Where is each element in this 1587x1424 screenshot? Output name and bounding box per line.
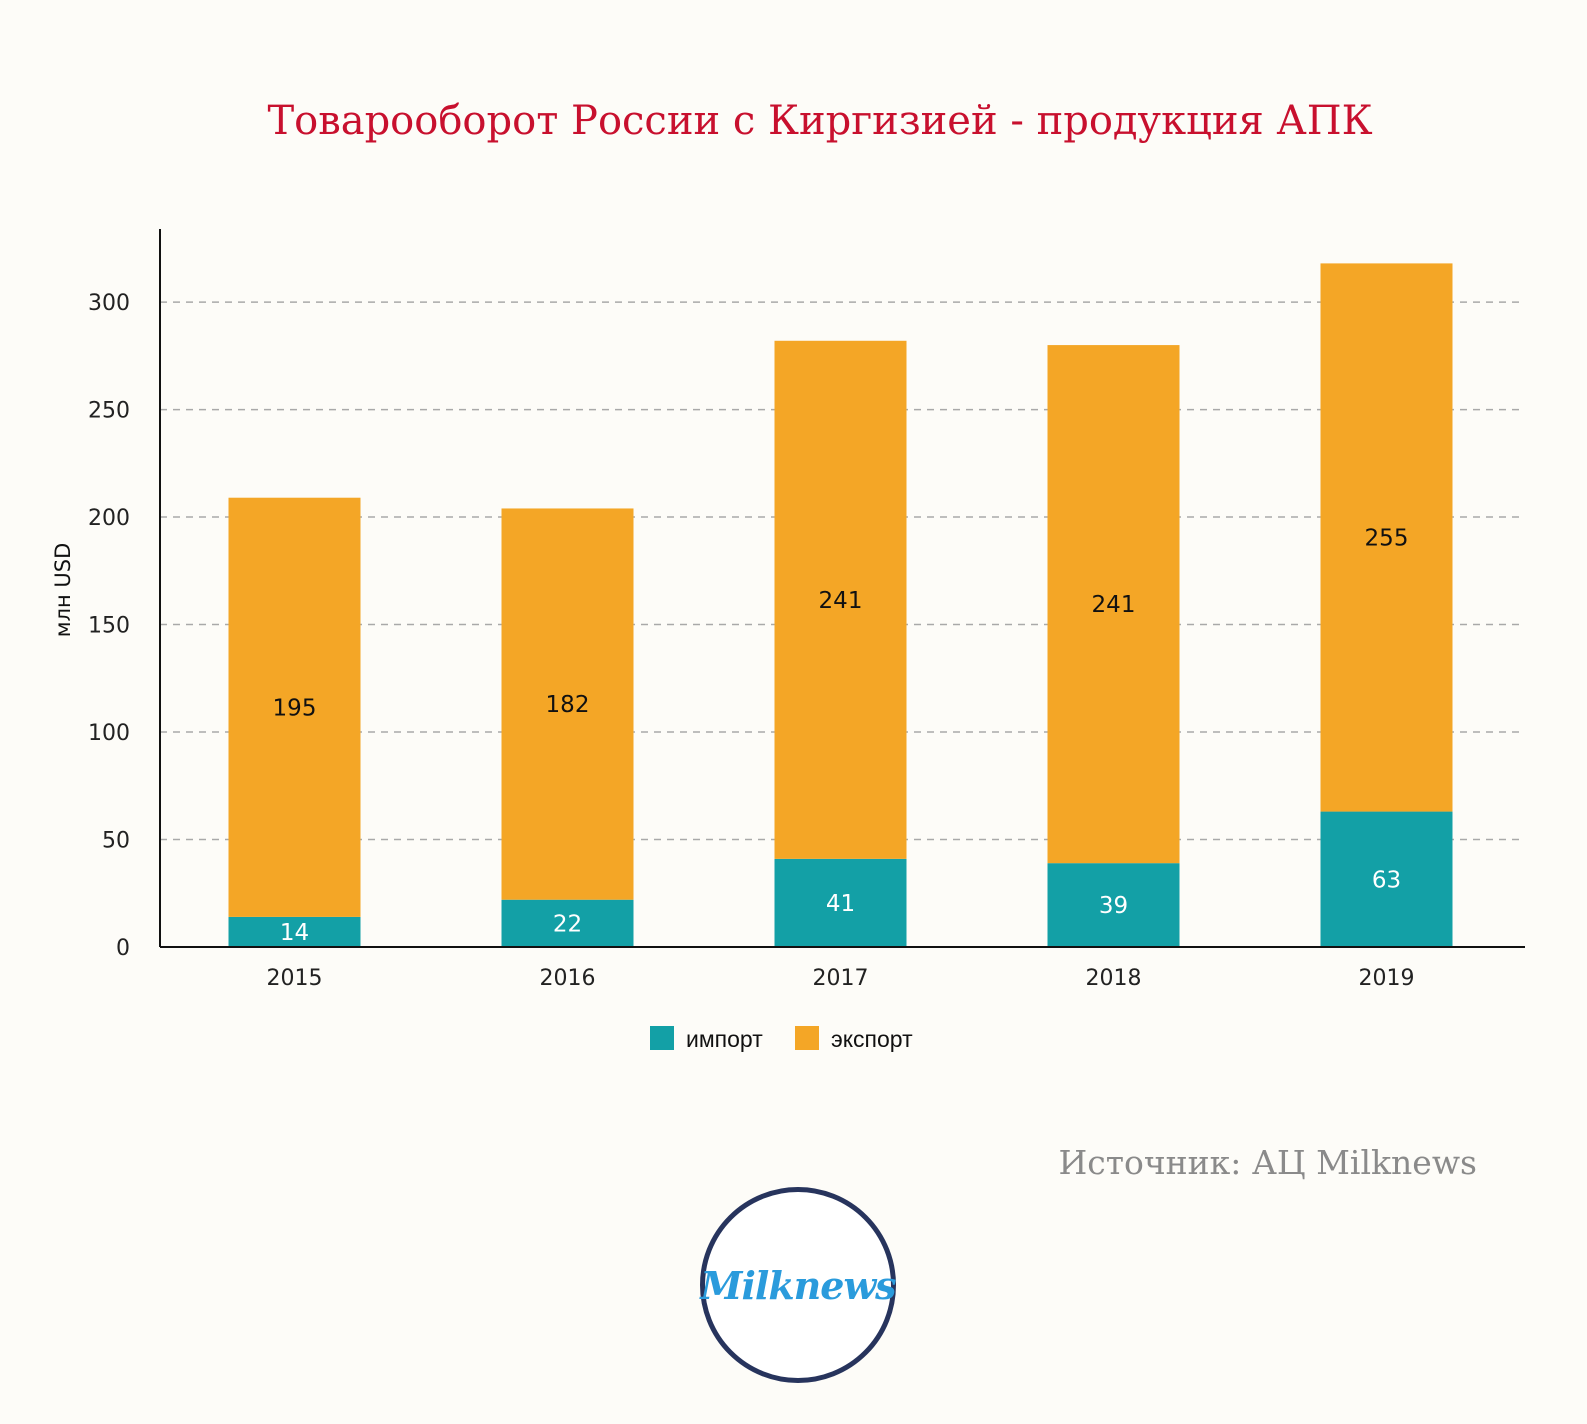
bar-import-2017 xyxy=(774,858,907,947)
source-note: Источник: АЦ Milknews xyxy=(1058,1143,1477,1182)
data-label: 241 xyxy=(1092,592,1136,618)
legend-label: экспорт xyxy=(831,1026,913,1052)
data-label: 41 xyxy=(826,891,855,917)
stacked-bar-chart: 14 195 22 182 41 241 39 241 63 255 0 50 100 150 200 25… xyxy=(51,229,1525,1052)
bar-export-2016 xyxy=(501,508,634,900)
y-tick-label: 0 xyxy=(116,936,130,961)
y-tick-label: 50 xyxy=(102,829,130,854)
logo-text: Milknews xyxy=(700,1262,896,1308)
legend-swatch xyxy=(795,1026,819,1050)
legend: импорт экспорт xyxy=(650,1026,913,1052)
x-tick-label: 2018 xyxy=(1086,966,1142,991)
x-axis-ticks: 2015 2016 2017 2018 2019 xyxy=(267,966,1415,991)
chart-title: Товарооборот России с Киргизией - продук… xyxy=(267,98,1373,144)
bar-export-2019 xyxy=(1320,263,1453,812)
bar-export-2018 xyxy=(1047,345,1180,864)
y-tick-label: 250 xyxy=(88,399,130,424)
y-tick-label: 100 xyxy=(88,721,130,746)
data-label: 22 xyxy=(553,911,582,937)
legend-swatch xyxy=(650,1026,674,1050)
bar-import-2019 xyxy=(1320,811,1453,947)
milknews-logo: Milknews xyxy=(700,1187,897,1383)
y-tick-label: 200 xyxy=(88,506,130,531)
y-tick-label: 150 xyxy=(88,614,130,639)
x-tick-label: 2019 xyxy=(1359,966,1415,991)
data-label: 39 xyxy=(1099,893,1128,919)
y-axis-label: млн USD xyxy=(51,543,75,638)
data-label: 14 xyxy=(280,920,309,946)
data-label: 241 xyxy=(819,588,863,614)
bar-import-2015 xyxy=(228,916,361,947)
data-label: 255 xyxy=(1365,525,1409,551)
x-tick-label: 2016 xyxy=(540,966,596,991)
legend-label: импорт xyxy=(686,1026,763,1052)
x-tick-label: 2015 xyxy=(267,966,323,991)
bar-import-2018 xyxy=(1047,863,1180,947)
data-label: 63 xyxy=(1372,867,1401,893)
x-tick-label: 2017 xyxy=(813,966,869,991)
data-label: 182 xyxy=(546,692,590,718)
y-axis-ticks: 0 50 100 150 200 250 300 xyxy=(88,291,130,961)
y-tick-label: 300 xyxy=(88,291,130,316)
bar-import-2016 xyxy=(501,899,634,947)
data-label: 195 xyxy=(273,695,317,721)
bar-export-2017 xyxy=(774,340,907,859)
bars: 14 195 22 182 41 241 39 241 63 255 xyxy=(228,263,1453,947)
bar-export-2015 xyxy=(228,497,361,917)
